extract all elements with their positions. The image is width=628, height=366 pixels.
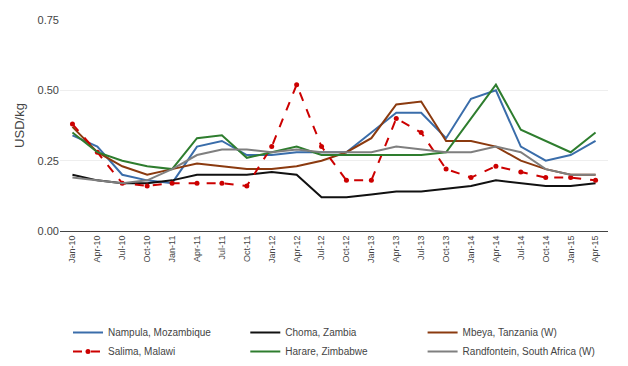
svg-text:0.25: 0.25	[38, 155, 59, 167]
svg-text:Jul-13: Jul-13	[416, 236, 426, 261]
svg-text:Apr-10: Apr-10	[92, 236, 102, 263]
svg-text:Apr-11: Apr-11	[192, 236, 202, 262]
svg-text:Oct-11: Oct-11	[242, 236, 252, 262]
svg-text:Jan-14: Jan-14	[466, 236, 476, 264]
svg-text:Harare, Zimbabwe: Harare, Zimbabwe	[285, 346, 368, 357]
svg-text:Jul-11: Jul-11	[217, 236, 227, 260]
svg-text:Jan-10: Jan-10	[67, 236, 77, 264]
svg-text:0.00: 0.00	[38, 225, 59, 237]
svg-text:Oct-13: Oct-13	[441, 236, 451, 263]
svg-text:Apr-12: Apr-12	[292, 236, 302, 263]
svg-text:Oct-10: Oct-10	[142, 236, 152, 263]
svg-text:Apr-15: Apr-15	[590, 236, 600, 263]
svg-text:Jan-11: Jan-11	[167, 236, 177, 263]
svg-text:Choma, Zambia: Choma, Zambia	[285, 327, 357, 338]
svg-text:Nampula, Mozambique: Nampula, Mozambique	[108, 327, 211, 338]
svg-text:Jul-14: Jul-14	[516, 236, 526, 261]
svg-text:Salima, Malawi: Salima, Malawi	[108, 346, 175, 357]
svg-text:0.75: 0.75	[38, 14, 59, 26]
svg-text:Randfontein, South Africa (W): Randfontein, South Africa (W)	[463, 346, 595, 357]
svg-text:0.50: 0.50	[38, 84, 59, 96]
svg-text:Jul-10: Jul-10	[117, 236, 127, 261]
svg-text:Apr-13: Apr-13	[391, 236, 401, 263]
svg-text:Jan-13: Jan-13	[366, 236, 376, 264]
svg-text:Apr-14: Apr-14	[491, 236, 501, 263]
svg-text:Oct-14: Oct-14	[541, 236, 551, 263]
svg-text:Oct-12: Oct-12	[341, 236, 351, 263]
svg-text:Mbeya, Tanzania (W): Mbeya, Tanzania (W)	[463, 327, 557, 338]
svg-text:USD/kg: USD/kg	[12, 103, 27, 148]
svg-text:Jan-15: Jan-15	[566, 236, 576, 264]
svg-text:Jul-12: Jul-12	[316, 236, 326, 261]
svg-text:Jan-12: Jan-12	[267, 236, 277, 264]
